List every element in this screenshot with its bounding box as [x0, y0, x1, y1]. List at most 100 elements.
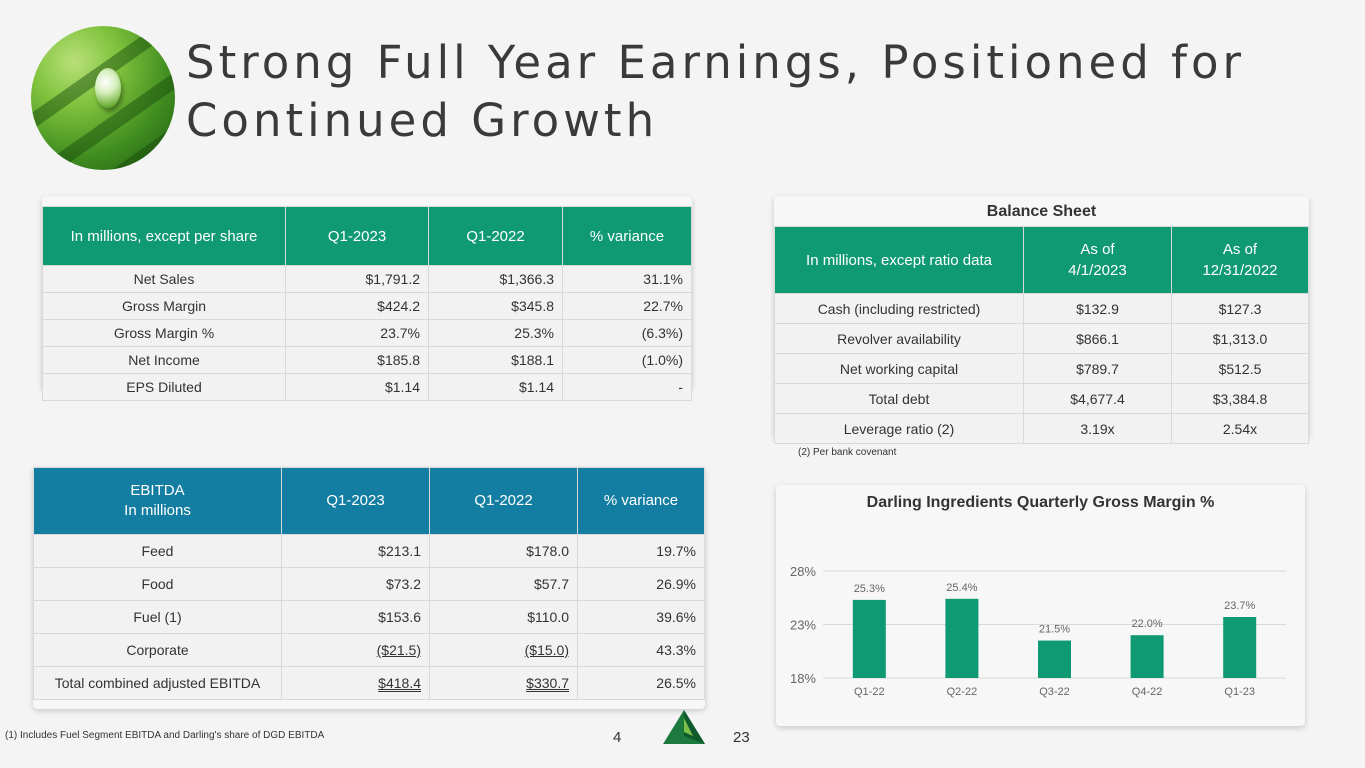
table-cell: Cash (including restricted): [774, 293, 1024, 324]
table-row: Fuel (1) $153.6 $110.0 39.6%: [33, 600, 705, 634]
table-cell: 19.7%: [577, 534, 705, 568]
table-cell: $1.14: [428, 373, 563, 401]
table-cell: $1,366.3: [428, 265, 563, 293]
header-line: As of: [1080, 241, 1115, 258]
fuel-segment-note: (1) Includes Fuel Segment EBITDA and Dar…: [5, 730, 325, 741]
table-cell: Feed: [33, 534, 282, 568]
table-header-row: In millions, except per share Q1-2023 Q1…: [42, 206, 692, 266]
table-cell: Gross Margin: [42, 292, 286, 320]
table-row: Net Income $185.8 $188.1 (1.0%): [42, 346, 692, 374]
table-cell: $789.7: [1023, 353, 1172, 384]
table-cell: $213.1: [281, 534, 430, 568]
table-row: Food $73.2 $57.7 26.9%: [33, 567, 705, 601]
table-row: Cash (including restricted) $132.9 $127.…: [774, 293, 1309, 324]
table-cell: Food: [33, 567, 282, 601]
chart-title: Darling Ingredients Quarterly Gross Marg…: [866, 494, 1215, 511]
header-line: In millions: [124, 502, 191, 519]
table-cell: $866.1: [1023, 323, 1172, 354]
table-row: Total combined adjusted EBITDA $418.4 $3…: [33, 666, 705, 700]
header-line: 4/1/2023: [1068, 262, 1127, 279]
table-cell: 2.54x: [1171, 413, 1309, 444]
table-cell: $1,313.0: [1171, 323, 1309, 354]
table-cell: 26.9%: [577, 567, 705, 601]
table-header-row: EBITDA In millions Q1-2023 Q1-2022 % var…: [33, 467, 705, 535]
table-cell: (6.3%): [562, 319, 692, 347]
data-label: 22.0%: [1131, 618, 1162, 630]
ebitda-table: EBITDA In millions Q1-2023 Q1-2022 % var…: [33, 467, 705, 700]
table-cell: 22.7%: [562, 292, 692, 320]
table-cell: Revolver availability: [774, 323, 1024, 354]
table-cell: $330.7: [429, 666, 578, 700]
column-header: In millions, except per share: [42, 206, 286, 266]
column-header: Q1-2022: [429, 467, 578, 535]
table-cell: Total combined adjusted EBITDA: [33, 666, 282, 700]
table-cell: $132.9: [1023, 293, 1172, 324]
bar: [852, 599, 886, 678]
table-cell: -: [562, 373, 692, 401]
y-tick-label: 23%: [790, 618, 816, 633]
balance-sheet-table: In millions, except ratio data As of 4/1…: [774, 226, 1309, 444]
table-cell: $57.7: [429, 567, 578, 601]
bar: [1223, 617, 1257, 678]
table-cell: $424.2: [285, 292, 429, 320]
table-cell: Fuel (1): [33, 600, 282, 634]
column-header: % variance: [562, 206, 692, 266]
table-row: Net Sales $1,791.2 $1,366.3 31.1%: [42, 265, 692, 293]
table-cell: $3,384.8: [1171, 383, 1309, 414]
data-label: 21.5%: [1039, 624, 1070, 636]
x-tick-label: Q3-22: [1039, 686, 1070, 698]
page-title: Strong Full Year Earnings, Positioned fo…: [186, 34, 1336, 150]
page-number-right: 23: [733, 729, 750, 746]
table-cell: 31.1%: [562, 265, 692, 293]
header-line: EBITDA: [130, 482, 185, 499]
table-cell: $127.3: [1171, 293, 1309, 324]
table-cell: ($21.5): [281, 633, 430, 667]
gross-margin-chart-card: Darling Ingredients Quarterly Gross Marg…: [776, 485, 1305, 726]
table-cell: $4,677.4: [1023, 383, 1172, 414]
table-cell: $110.0: [429, 600, 578, 634]
column-header: Q1-2022: [428, 206, 563, 266]
column-header: Q1-2023: [281, 467, 430, 535]
earnings-table-card: In millions, except per share Q1-2023 Q1…: [42, 196, 692, 401]
table-row: Total debt $4,677.4 $3,384.8: [774, 383, 1309, 414]
table-cell: $188.1: [428, 346, 563, 374]
table-cell: $153.6: [281, 600, 430, 634]
table-cell: $178.0: [429, 534, 578, 568]
table-cell: 25.3%: [428, 319, 563, 347]
table-row: Gross Margin % 23.7% 25.3% (6.3%): [42, 319, 692, 347]
table-cell: Corporate: [33, 633, 282, 667]
balance-sheet-title: Balance Sheet: [986, 203, 1097, 220]
table-cell: Net Income: [42, 346, 286, 374]
balance-sheet-card: Balance Sheet In millions, except ratio …: [774, 196, 1309, 444]
column-header: Q1-2023: [285, 206, 429, 266]
x-tick-label: Q1-23: [1224, 686, 1255, 698]
x-tick-label: Q1-22: [854, 686, 885, 698]
bar: [945, 598, 979, 678]
table-cell: $185.8: [285, 346, 429, 374]
data-label: 25.4%: [946, 582, 977, 594]
table-cell: Gross Margin %: [42, 319, 286, 347]
x-tick-label: Q2-22: [947, 686, 978, 698]
y-tick-label: 28%: [790, 564, 816, 579]
table-cell: $1.14: [285, 373, 429, 401]
table-row: Feed $213.1 $178.0 19.7%: [33, 534, 705, 568]
table-header-row: In millions, except ratio data As of 4/1…: [774, 226, 1309, 294]
table-row: Leverage ratio (2) 3.19x 2.54x: [774, 413, 1309, 444]
table-cell: Net Sales: [42, 265, 286, 293]
table-cell: Leverage ratio (2): [774, 413, 1024, 444]
leaf-water-drop-icon: [31, 26, 175, 170]
table-cell: 3.19x: [1023, 413, 1172, 444]
bank-covenant-note: (2) Per bank covenant: [798, 447, 897, 458]
x-tick-label: Q4-22: [1132, 686, 1163, 698]
table-cell: 43.3%: [577, 633, 705, 667]
table-row: Revolver availability $866.1 $1,313.0: [774, 323, 1309, 354]
table-cell: $418.4: [281, 666, 430, 700]
table-cell: 26.5%: [577, 666, 705, 700]
data-label: 23.7%: [1224, 600, 1255, 612]
header-line: As of: [1222, 241, 1258, 258]
table-cell: $345.8: [428, 292, 563, 320]
column-header: In millions, except ratio data: [774, 226, 1024, 294]
table-row: Net working capital $789.7 $512.5: [774, 353, 1309, 384]
table-cell: ($15.0): [429, 633, 578, 667]
table-row: EPS Diluted $1.14 $1.14 -: [42, 373, 692, 401]
